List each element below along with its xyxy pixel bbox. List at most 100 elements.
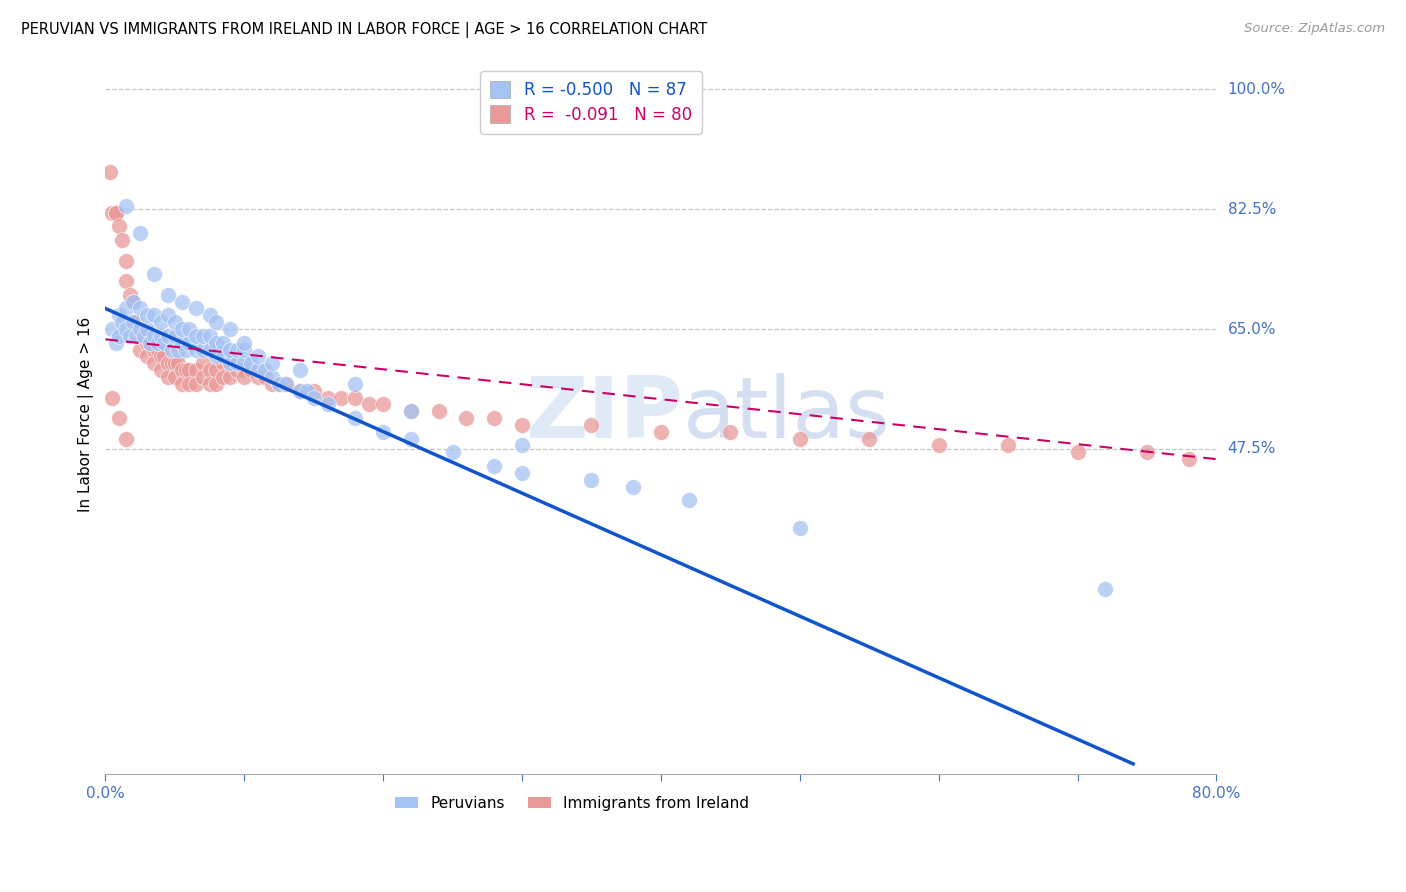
Point [226,356,249,370]
Point [678,493,700,508]
Point [789,520,811,534]
Point [136,350,159,364]
Point [274,376,297,391]
Point [621,479,644,493]
Point [267,376,290,391]
Point [198,343,221,357]
Point [205,363,228,377]
Point [184,363,207,377]
Point [163,315,186,329]
Point [233,335,256,350]
Point [163,356,186,370]
Point [146,343,169,357]
Text: atlas: atlas [683,373,891,456]
Point [163,370,186,384]
Point [115,301,138,316]
Point [212,356,235,370]
Point [134,329,156,343]
Point [191,356,214,370]
Point [129,301,152,316]
Point [120,287,142,301]
Point [288,363,311,377]
Point [177,376,200,391]
Point [156,356,179,370]
Point [160,356,183,370]
Point [233,356,256,370]
Point [149,329,172,343]
Point [373,397,395,411]
Point [226,343,249,357]
Point [191,370,214,384]
Point [247,350,270,364]
Y-axis label: In Labor Force | Age > 16: In Labor Force | Age > 16 [79,317,94,512]
Point [373,425,395,439]
Point [170,294,193,309]
Point [240,356,263,370]
Point [581,473,603,487]
Point [344,376,367,391]
Point [101,205,124,219]
Point [233,370,256,384]
Point [184,329,207,343]
Point [149,350,172,364]
Point [129,343,152,357]
Point [233,343,256,357]
Point [152,350,174,364]
Point [441,445,464,459]
Point [111,315,134,329]
Point [456,411,478,425]
Point [115,432,138,446]
Legend: Peruvians, Immigrants from Ireland: Peruvians, Immigrants from Ireland [389,789,755,817]
Point [247,370,270,384]
Point [163,329,186,343]
Point [212,350,235,364]
Point [134,329,156,343]
Point [858,432,880,446]
Point [295,384,318,398]
Point [184,301,207,316]
Point [152,335,174,350]
Point [484,458,506,473]
Point [212,335,235,350]
Point [125,315,148,329]
Point [191,329,214,343]
Point [997,438,1019,452]
Point [115,274,138,288]
Point [650,425,672,439]
Point [928,438,950,452]
Point [581,417,603,432]
Point [174,363,197,377]
Point [125,329,148,343]
Point [288,384,311,398]
Point [156,329,179,343]
Text: Source: ZipAtlas.com: Source: ZipAtlas.com [1244,22,1385,36]
Point [205,376,228,391]
Point [1136,445,1159,459]
Point [316,391,339,405]
Point [484,411,506,425]
Point [129,226,152,240]
Point [143,356,166,370]
Text: 100.0%: 100.0% [1227,82,1285,97]
Point [143,309,166,323]
Point [288,384,311,398]
Point [191,343,214,357]
Point [233,363,256,377]
Point [149,315,172,329]
Point [359,397,381,411]
Point [718,425,741,439]
Point [115,322,138,336]
Point [108,309,131,323]
Point [101,391,124,405]
Point [219,370,242,384]
Point [122,315,145,329]
Point [136,309,159,323]
Point [143,267,166,281]
Point [254,363,277,377]
Point [302,391,325,405]
Point [174,343,197,357]
Text: 47.5%: 47.5% [1227,442,1275,457]
Point [108,219,131,234]
Point [205,350,228,364]
Point [105,205,128,219]
